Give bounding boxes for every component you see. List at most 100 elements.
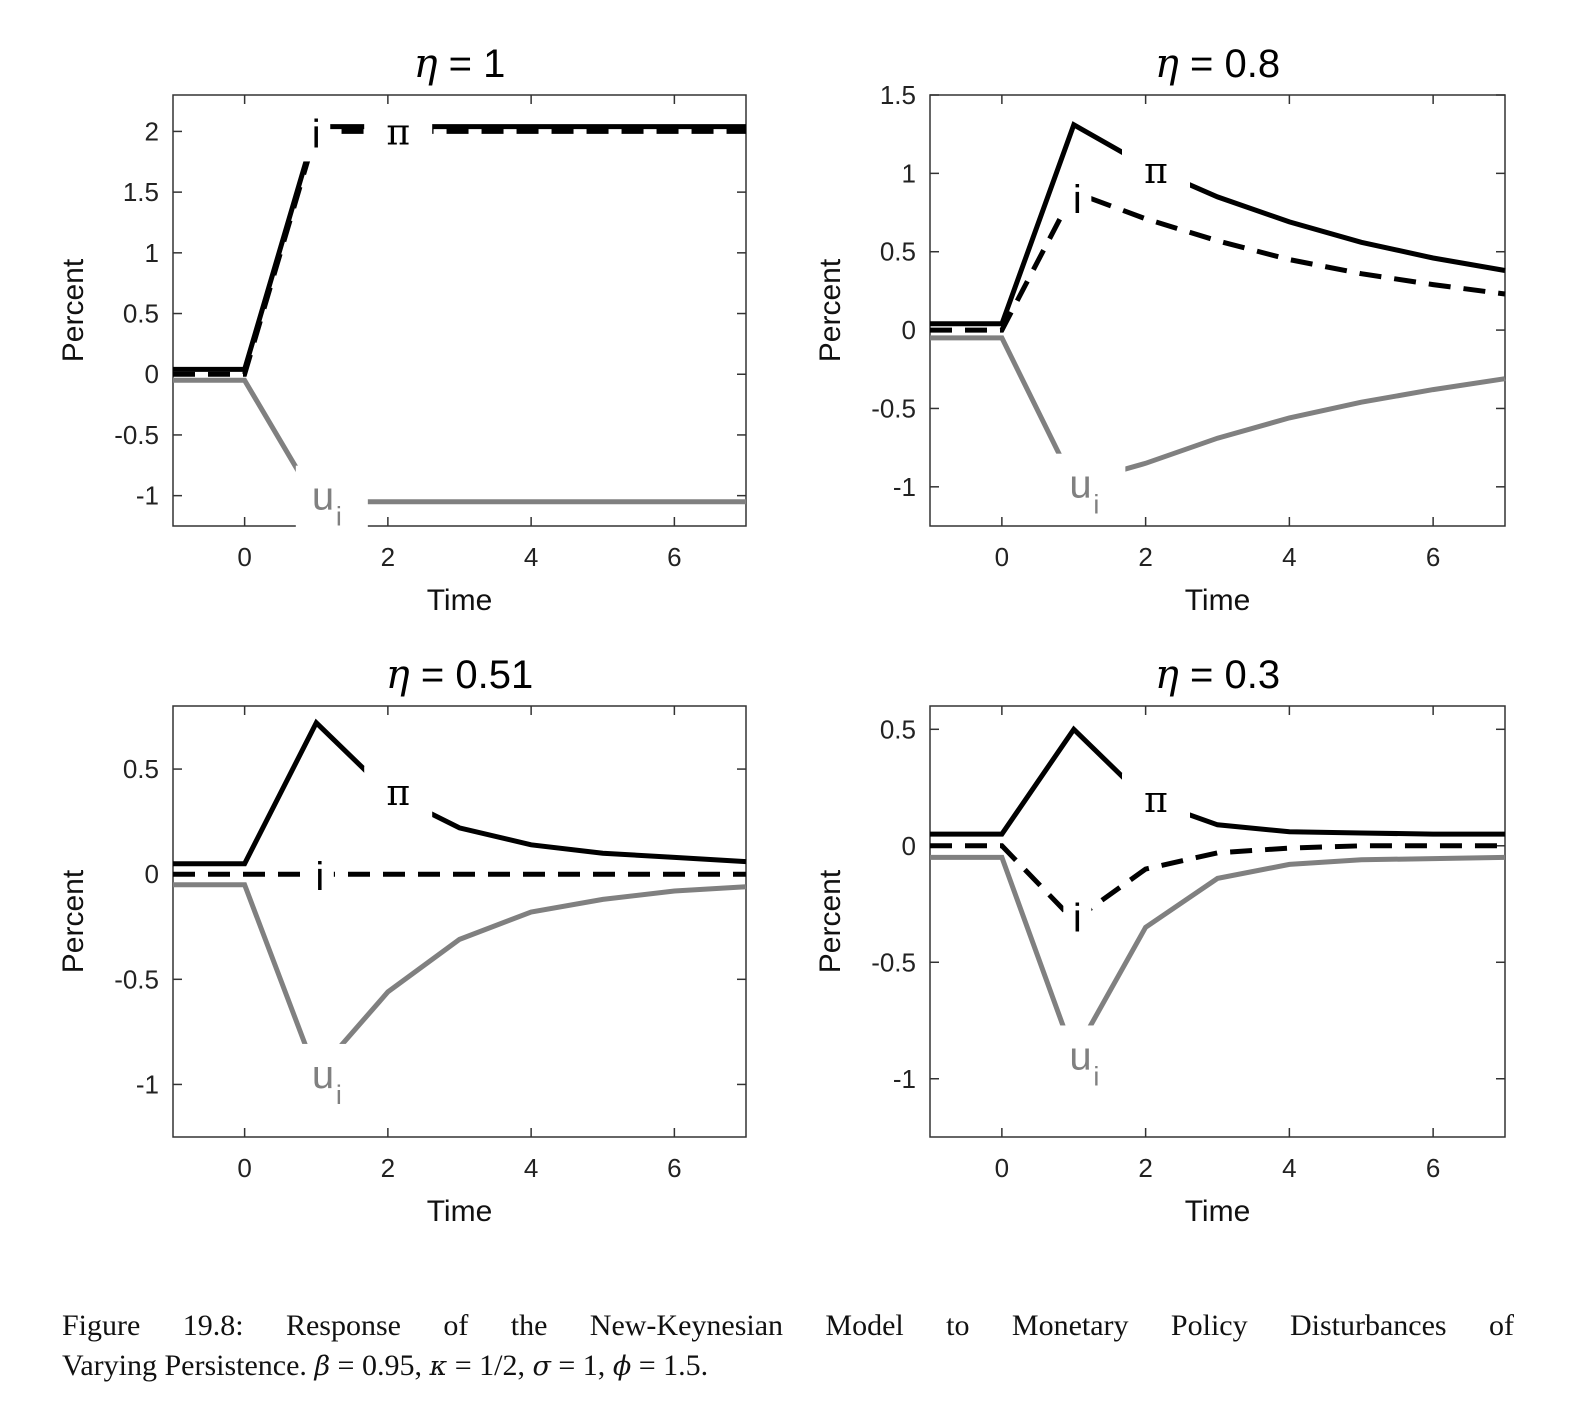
label-knockout	[1053, 1025, 1126, 1090]
caption-line-1: Figure 19.8: Response of the New-Keynesi…	[62, 1309, 1514, 1342]
y-tick-label: 1.5	[880, 80, 916, 110]
label-knockout	[295, 465, 368, 530]
label-knockout	[1122, 144, 1190, 197]
y-tick-label: 0.5	[123, 754, 159, 784]
title-value: = 0.3	[1179, 653, 1280, 697]
title-symbol: η	[414, 41, 438, 87]
interest-rate-line	[173, 128, 746, 377]
series-label-pi: π	[1144, 780, 1168, 821]
x-tick-label: 4	[1282, 1153, 1296, 1183]
x-tick-label: 0	[237, 542, 251, 572]
x-tick-label: 2	[1138, 1153, 1152, 1183]
series-label-u: u	[312, 1053, 334, 1097]
y-tick-label: -0.5	[871, 393, 916, 423]
y-tick-label: 0	[902, 315, 916, 345]
plot-frame	[172, 94, 747, 527]
series-label-u: u	[1069, 463, 1091, 507]
caption-param-value: = 1/2,	[447, 1349, 525, 1382]
policy-shock-line	[930, 854, 1506, 1062]
x-tick-label: 4	[1282, 542, 1296, 572]
y-tick-label: -1	[893, 472, 916, 502]
y-tick-label: -1	[136, 481, 159, 511]
inflation-line	[930, 121, 1506, 327]
x-axis-title: Time	[1185, 1195, 1251, 1228]
series-label-u-subscript: i	[1093, 490, 1099, 520]
x-tick-label: 4	[524, 542, 538, 572]
x-tick-label: 6	[1426, 1153, 1440, 1183]
x-tick-label: 0	[995, 542, 1009, 572]
policy-shock-line	[173, 377, 746, 505]
title-value: = 0.51	[410, 653, 533, 697]
title-symbol: η	[1155, 652, 1179, 698]
label-knockout	[305, 844, 334, 905]
inflation-line	[173, 718, 747, 867]
y-tick-label: 1	[145, 238, 159, 268]
y-tick-label: -1	[893, 1064, 916, 1094]
panel-title: η = 1	[414, 41, 506, 87]
series-label-u-subscript: i	[336, 502, 342, 532]
label-knockout	[1063, 885, 1092, 946]
x-tick-label: 0	[995, 1153, 1009, 1183]
series-label-pi: π	[386, 773, 410, 814]
y-tick-label: 1	[902, 158, 916, 188]
series-label-i: i	[315, 855, 324, 899]
caption-param-value: = 1.5.	[631, 1349, 709, 1382]
y-tick-label: 0.5	[123, 299, 159, 329]
inflation-line	[173, 124, 746, 372]
label-knockout	[302, 101, 331, 162]
plot-frame	[929, 94, 1506, 527]
caption-line-2: Varying Persistence. β = 0.95, κ = 1/2, …	[62, 1346, 1514, 1387]
x-axis-title: Time	[427, 1195, 493, 1228]
series-label-u: u	[1069, 1034, 1091, 1078]
panel-title: η = 0.51	[386, 652, 533, 698]
y-tick-label: 0	[145, 859, 159, 889]
series-label-pi: π	[1144, 151, 1168, 192]
label-knockout	[1063, 166, 1092, 227]
y-axis-title: Percent	[814, 869, 847, 973]
x-tick-label: 2	[1138, 542, 1152, 572]
interest-rate-line	[930, 843, 1505, 924]
x-tick-label: 4	[524, 1153, 538, 1183]
policy-shock-line	[930, 335, 1506, 487]
y-tick-label: 0.5	[880, 714, 916, 744]
panel-title: η = 0.8	[1155, 41, 1280, 87]
caption-line-2-prefix: Varying Persistence.	[62, 1349, 307, 1382]
label-knockout	[1053, 453, 1126, 518]
title-value: = 0.8	[1179, 42, 1280, 86]
series-label-u-subscript: i	[336, 1080, 342, 1110]
caption-param-symbol: κ	[429, 1351, 448, 1382]
y-tick-label: 0	[145, 359, 159, 389]
x-axis-title: Time	[1185, 584, 1251, 617]
series-label-i: i	[1073, 178, 1082, 222]
y-axis-title: Percent	[814, 258, 847, 362]
y-tick-label: -0.5	[114, 964, 159, 994]
y-tick-label: 1.5	[123, 177, 159, 207]
title-symbol: η	[1155, 41, 1179, 87]
series-label-pi: π	[386, 112, 410, 153]
x-axis-title: Time	[427, 584, 493, 617]
x-tick-label: 2	[381, 542, 395, 572]
y-tick-label: -0.5	[871, 947, 916, 977]
panel-title: η = 0.3	[1155, 652, 1280, 698]
title-symbol: η	[386, 652, 410, 698]
x-tick-label: 6	[1426, 542, 1440, 572]
caption-param-symbol: β	[314, 1351, 331, 1382]
label-knockout	[364, 766, 433, 819]
x-tick-label: 0	[237, 1153, 251, 1183]
y-tick-label: 0.5	[880, 237, 916, 267]
caption-param-symbol: ϕ	[612, 1351, 632, 1382]
y-tick-label: -0.5	[114, 420, 159, 450]
x-tick-label: 6	[667, 542, 681, 572]
figure-caption: Figure 19.8: Response of the New-Keynesi…	[62, 1306, 1514, 1387]
plot-frame	[929, 705, 1506, 1138]
series-label-i: i	[312, 112, 321, 156]
inflation-line	[930, 725, 1505, 837]
caption-param-symbol: σ	[532, 1351, 551, 1382]
label-knockout	[364, 105, 433, 158]
plot-frame	[172, 705, 747, 1138]
y-tick-label: 2	[145, 116, 159, 146]
